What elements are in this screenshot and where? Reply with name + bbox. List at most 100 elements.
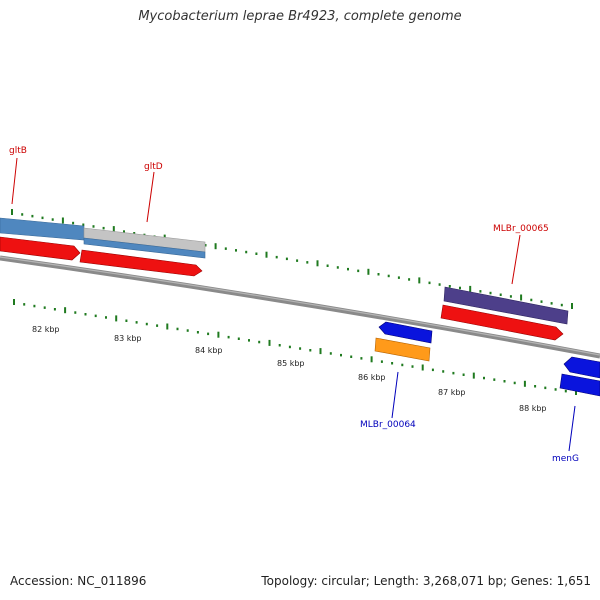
outer-minor-tick <box>347 267 349 271</box>
inner-minor-tick <box>534 385 537 388</box>
outer-minor-tick <box>336 266 339 269</box>
inner-minor-tick <box>544 386 547 390</box>
tick-label-84: 84 kbp <box>195 346 223 355</box>
gene-label-gltD[interactable]: gltD <box>144 162 163 172</box>
inner-minor-tick <box>431 368 434 372</box>
inner-minor-tick <box>442 370 445 373</box>
gene-label-menG[interactable]: menG <box>552 454 579 464</box>
inner-minor-tick <box>380 360 383 363</box>
outer-major-tick <box>418 277 421 284</box>
gene-label-MLBr_00064[interactable]: MLBr_00064 <box>360 420 416 430</box>
inner-minor-tick <box>53 308 56 311</box>
outer-minor-tick <box>133 232 136 235</box>
gltD-feature-bar-lower[interactable] <box>83 237 206 259</box>
outer-minor-tick <box>397 276 400 279</box>
outer-minor-tick <box>102 226 105 230</box>
outer-minor-tick <box>408 278 411 281</box>
inner-minor-tick <box>145 322 148 326</box>
outer-minor-tick <box>387 274 390 278</box>
gltB-cds-arrow[interactable] <box>0 236 81 261</box>
inner-major-tick <box>472 372 475 379</box>
inner-minor-tick <box>391 362 394 365</box>
inner-minor-tick <box>411 365 414 368</box>
outer-major-tick <box>316 260 319 267</box>
outer-minor-tick <box>428 281 431 285</box>
outer-major-tick <box>61 217 64 224</box>
outer-minor-tick <box>326 264 329 267</box>
inner-minor-tick <box>94 314 97 318</box>
menG-cds-arrow-upper[interactable] <box>563 356 600 379</box>
outer-major-tick <box>520 294 523 301</box>
MLBr_00065-feature-bar[interactable] <box>443 286 569 325</box>
outer-minor-tick <box>21 213 24 216</box>
tick-label-82: 82 kbp <box>32 325 60 334</box>
outer-major-tick <box>469 285 472 292</box>
inner-minor-tick <box>135 321 138 324</box>
outer-minor-tick <box>459 286 461 290</box>
outer-minor-tick <box>82 223 85 226</box>
inner-major-tick <box>13 299 15 305</box>
outer-minor-tick <box>296 259 299 262</box>
outer-minor-tick <box>92 225 95 228</box>
gltD-leader-line <box>146 171 155 223</box>
inner-minor-tick <box>227 335 230 339</box>
inner-major-tick <box>268 339 271 346</box>
outer-minor-tick <box>499 293 502 296</box>
outer-minor-tick <box>275 255 278 259</box>
outer-major-tick <box>112 226 115 233</box>
gltD-cds-arrow[interactable] <box>79 249 203 277</box>
MLBr_00064-cds-arrow[interactable] <box>378 321 433 344</box>
outer-minor-tick <box>51 218 54 221</box>
MLBr_00065-cds-arrow[interactable] <box>440 304 564 341</box>
inner-major-tick <box>421 364 424 371</box>
tick-label-85: 85 kbp <box>277 359 305 368</box>
inner-minor-tick <box>288 345 291 349</box>
inner-minor-tick <box>503 380 506 383</box>
MLBr_00064-feature-bar[interactable] <box>374 337 431 362</box>
outer-minor-tick <box>560 303 563 307</box>
outer-minor-tick <box>285 257 288 261</box>
inner-minor-tick <box>340 353 342 357</box>
outer-minor-tick <box>204 244 207 247</box>
inner-minor-tick <box>125 319 128 322</box>
outer-minor-tick <box>357 269 360 273</box>
outer-major-tick <box>367 268 370 275</box>
gene-label-MLBr_00065[interactable]: MLBr_00065 <box>493 224 549 234</box>
inner-minor-tick <box>299 347 302 350</box>
inner-minor-tick <box>564 389 567 393</box>
gene-label-gltB[interactable]: gltB <box>9 146 27 156</box>
outer-minor-tick <box>72 221 75 225</box>
tick-label-86: 86 kbp <box>358 373 386 382</box>
inner-minor-tick <box>493 378 496 381</box>
menG-cds-arrow-lower[interactable] <box>559 373 600 397</box>
inner-minor-tick <box>23 303 26 306</box>
inner-major-tick <box>319 348 322 355</box>
inner-major-tick <box>64 307 67 314</box>
outer-minor-tick <box>255 252 258 255</box>
outer-minor-tick <box>31 214 34 218</box>
inner-minor-tick <box>84 313 87 316</box>
inner-minor-tick <box>329 352 332 355</box>
inner-major-tick <box>370 356 373 363</box>
inner-minor-tick <box>401 363 404 367</box>
outer-major-tick <box>214 243 217 250</box>
outer-minor-tick <box>245 250 248 254</box>
outer-minor-tick <box>306 261 309 264</box>
tick-label-87: 87 kbp <box>438 388 466 397</box>
inner-minor-tick <box>207 332 210 336</box>
inner-minor-tick <box>176 327 179 331</box>
inner-major-tick <box>115 315 118 322</box>
inner-minor-tick <box>33 304 36 308</box>
outer-minor-tick <box>448 285 451 288</box>
inner-tick-row <box>13 299 577 395</box>
outer-minor-tick <box>41 216 44 220</box>
outer-minor-tick <box>540 300 543 303</box>
inner-minor-tick <box>156 324 159 327</box>
inner-major-tick <box>523 380 526 387</box>
inner-major-tick <box>217 331 220 338</box>
accession-text: Accession: NC_011896 <box>10 574 147 588</box>
gltB-feature-bar[interactable] <box>0 217 85 241</box>
inner-major-tick <box>575 389 577 395</box>
inner-minor-tick <box>248 339 250 342</box>
